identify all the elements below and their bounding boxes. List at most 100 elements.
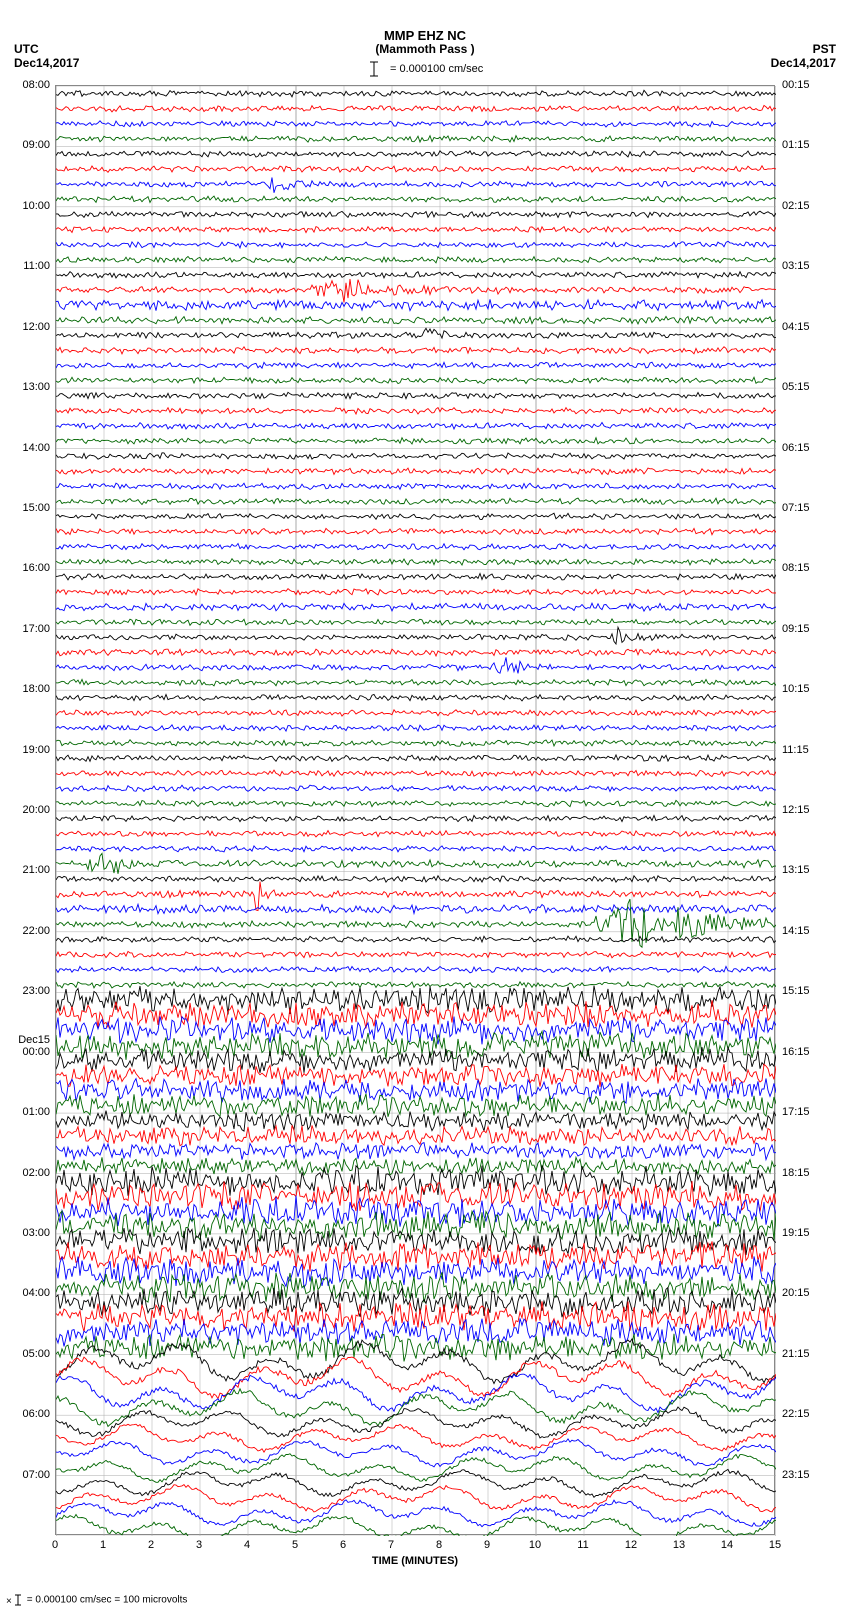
seismic-trace bbox=[56, 770, 776, 776]
seismic-trace bbox=[56, 362, 776, 368]
hour-label-left: 08:00 bbox=[0, 79, 54, 91]
hour-label-right: 21:15 bbox=[778, 1348, 848, 1360]
seismic-trace bbox=[56, 785, 776, 791]
seismic-trace bbox=[56, 1000, 776, 1028]
hour-label-left: 21:00 bbox=[0, 864, 54, 876]
hour-label-right: 02:15 bbox=[778, 200, 848, 212]
seismic-trace bbox=[56, 178, 776, 193]
x-axis: TIME (MINUTES) 0123456789101112131415 bbox=[55, 1537, 775, 1587]
seismic-trace bbox=[56, 853, 776, 873]
seismic-trace bbox=[56, 904, 776, 913]
x-tick-label: 4 bbox=[244, 1539, 250, 1551]
hour-label-left: 04:00 bbox=[0, 1287, 54, 1299]
hour-label-right: 08:15 bbox=[778, 562, 848, 574]
x-tick-label: 10 bbox=[529, 1539, 541, 1551]
hour-label-left: 19:00 bbox=[0, 744, 54, 756]
seismic-trace bbox=[56, 1318, 776, 1346]
seismic-trace bbox=[56, 603, 776, 611]
seismic-trace bbox=[56, 694, 776, 701]
hour-label-left: 06:00 bbox=[0, 1408, 54, 1420]
seismic-trace bbox=[56, 166, 776, 173]
x-tick-label: 9 bbox=[484, 1539, 490, 1551]
seismic-trace bbox=[56, 559, 776, 565]
tz-right: PST bbox=[813, 42, 836, 56]
svg-text:×: × bbox=[6, 1596, 12, 1607]
hour-label-right: 23:15 bbox=[778, 1469, 848, 1481]
hour-label-left: 18:00 bbox=[0, 683, 54, 695]
scale-marker-icon: × bbox=[6, 1593, 24, 1607]
hour-label-right: 15:15 bbox=[778, 985, 848, 997]
hour-label-left: 11:00 bbox=[0, 260, 54, 272]
x-tick-label: 15 bbox=[769, 1539, 781, 1551]
hour-label-right: 17:15 bbox=[778, 1106, 848, 1118]
hour-label-left: 10:00 bbox=[0, 200, 54, 212]
seismic-trace bbox=[56, 1227, 776, 1255]
seismic-trace bbox=[56, 136, 776, 142]
seismic-trace bbox=[56, 876, 776, 882]
hour-label-left: 12:00 bbox=[0, 321, 54, 333]
seismic-trace bbox=[56, 679, 776, 686]
left-hour-labels: 08:0009:0010:0011:0012:0013:0014:0015:00… bbox=[0, 85, 54, 1535]
seismogram-plot bbox=[55, 85, 775, 1535]
seismic-trace bbox=[56, 90, 776, 97]
hour-label-right: 04:15 bbox=[778, 321, 848, 333]
seismic-trace bbox=[56, 966, 776, 972]
x-tick-label: 11 bbox=[577, 1539, 588, 1551]
tz-left: UTC bbox=[14, 42, 39, 56]
hour-label-left: 20:00 bbox=[0, 804, 54, 816]
hour-label-left: 23:00 bbox=[0, 985, 54, 997]
right-hour-labels: 00:1501:1502:1503:1504:1505:1506:1507:15… bbox=[778, 85, 848, 1535]
hour-label-left: 02:00 bbox=[0, 1167, 54, 1179]
hour-label-right: 20:15 bbox=[778, 1287, 848, 1299]
seismic-trace bbox=[56, 272, 776, 279]
seismic-trace bbox=[56, 196, 776, 202]
station-name: (Mammoth Pass ) bbox=[0, 42, 850, 56]
seismic-trace bbox=[56, 468, 776, 474]
hour-label-left: 13:00 bbox=[0, 381, 54, 393]
seismic-trace bbox=[56, 1111, 776, 1132]
seismic-trace bbox=[56, 649, 776, 656]
seismic-trace bbox=[56, 279, 776, 302]
seismic-trace bbox=[56, 619, 776, 625]
seismic-trace bbox=[56, 211, 776, 217]
seismic-trace bbox=[56, 1424, 776, 1452]
seismic-trace bbox=[56, 316, 776, 324]
seismic-trace bbox=[56, 846, 776, 852]
seismic-trace bbox=[56, 438, 776, 444]
seismic-trace bbox=[56, 1064, 776, 1087]
hour-label-left: 03:00 bbox=[0, 1227, 54, 1239]
seismic-trace bbox=[56, 1017, 776, 1045]
date-right: Dec14,2017 bbox=[771, 56, 836, 70]
hour-label-left: 22:00 bbox=[0, 925, 54, 937]
seismic-trace bbox=[56, 257, 776, 263]
x-tick-label: 6 bbox=[340, 1539, 346, 1551]
x-tick-label: 2 bbox=[148, 1539, 154, 1551]
seismic-trace bbox=[56, 1407, 776, 1438]
seismic-trace bbox=[56, 755, 776, 762]
seismic-trace bbox=[56, 657, 776, 673]
seismic-trace bbox=[56, 528, 776, 534]
hour-label-right: 16:15 bbox=[778, 1046, 848, 1058]
seismic-trace bbox=[56, 816, 776, 822]
seismic-trace bbox=[56, 105, 776, 112]
seismic-trace bbox=[56, 1339, 776, 1384]
x-tick-label: 3 bbox=[196, 1539, 202, 1551]
seismic-trace bbox=[56, 1454, 776, 1483]
seismic-trace bbox=[56, 936, 776, 943]
scale-marker-icon bbox=[367, 60, 381, 78]
hour-label-right: 18:15 bbox=[778, 1167, 848, 1179]
hour-label-right: 00:15 bbox=[778, 79, 848, 91]
seismic-trace bbox=[56, 513, 776, 519]
hour-label-right: 05:15 bbox=[778, 381, 848, 393]
hour-label-right: 14:15 bbox=[778, 925, 848, 937]
seismic-trace bbox=[56, 725, 776, 731]
footer-scale-text: = 0.000100 cm/sec = 100 microvolts bbox=[27, 1595, 188, 1606]
hour-label-left: 15:00 bbox=[0, 502, 54, 514]
x-tick-label: 14 bbox=[721, 1539, 733, 1551]
seismic-trace bbox=[56, 1143, 776, 1160]
hour-label-left: 01:00 bbox=[0, 1106, 54, 1118]
seismic-trace bbox=[56, 121, 776, 127]
seismic-trace bbox=[56, 377, 776, 383]
seismic-trace bbox=[56, 483, 776, 489]
seismic-trace bbox=[56, 151, 776, 157]
